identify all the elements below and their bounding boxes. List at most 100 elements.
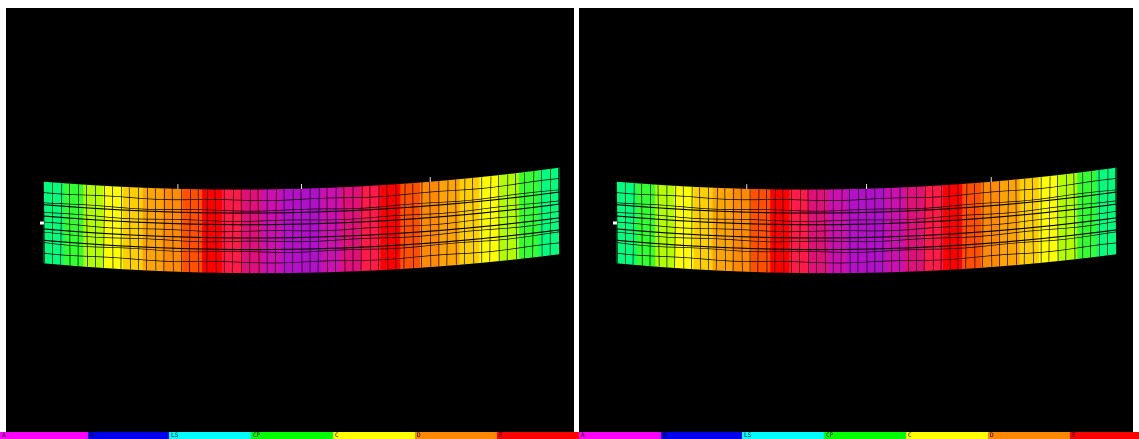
mesh-line-vertical: [740, 188, 743, 272]
mesh-line-vertical: [429, 181, 432, 267]
mesh-line-vertical: [632, 183, 635, 265]
support-marker-icon: [40, 221, 44, 225]
mesh-line-vertical: [335, 187, 337, 272]
legend-segment-cp: CP: [824, 432, 906, 439]
mesh-line-vertical: [1006, 180, 1009, 266]
mesh-line-horizontal: [616, 242, 1117, 264]
legend-segment-cp: CP: [251, 432, 333, 439]
mesh-line-horizontal: [616, 231, 1117, 253]
mesh-line-vertical: [60, 183, 63, 265]
mesh-line-horizontal: [616, 189, 1117, 212]
legend-segment-a: A: [579, 432, 661, 439]
legend-segment-d: D: [988, 432, 1070, 439]
support-marker-icon: [613, 221, 617, 225]
mesh-line-horizontal: [43, 200, 560, 222]
mesh-line-vertical: [472, 178, 475, 264]
figure-caption: [0, 0, 1139, 8]
mesh-line-horizontal: [616, 200, 1117, 222]
mesh-line-vertical: [532, 171, 535, 258]
legend-segment-ls: LS: [169, 432, 251, 439]
mesh-line-vertical: [171, 188, 174, 272]
model-viewport-left[interactable]: [6, 8, 574, 432]
mesh-line-vertical: [724, 188, 726, 271]
mesh-line-vertical: [1057, 175, 1059, 261]
deformed-beam-mesh-right: [613, 167, 1117, 274]
mesh-line-vertical: [489, 176, 492, 262]
rebar-line: [616, 203, 1117, 226]
mesh-line-vertical: [206, 189, 208, 273]
mesh-line-vertical: [890, 188, 893, 272]
rebar-line: [616, 229, 1117, 251]
mesh-line-vertical: [257, 189, 260, 273]
mesh-line-vertical: [674, 186, 677, 268]
mesh-line-vertical: [899, 187, 901, 272]
mesh-line-vertical: [732, 188, 735, 271]
rebar-line: [43, 191, 560, 214]
legend-segment-e: E: [497, 432, 579, 439]
mesh-line-vertical: [549, 169, 552, 256]
mesh-line-vertical: [1115, 167, 1117, 255]
mesh-line-vertical: [799, 189, 801, 273]
mesh-line-vertical: [163, 188, 165, 271]
mesh-line-vertical: [1048, 176, 1051, 262]
mesh-line-vertical: [103, 186, 106, 268]
mesh-line-vertical: [154, 188, 157, 271]
legend-segment-c: C: [333, 432, 415, 439]
mesh-line-horizontal: [616, 210, 1117, 233]
mesh-line-vertical: [840, 189, 843, 273]
mesh-line-vertical: [940, 185, 942, 270]
mesh-line-vertical: [1090, 171, 1092, 258]
rebar-line: [43, 229, 560, 251]
legend-segment-e: E: [1070, 432, 1139, 439]
rebar-line: [43, 217, 560, 239]
legend-segment-a: A: [0, 432, 88, 439]
mesh-line-vertical: [214, 189, 217, 273]
mesh-line-vertical: [823, 189, 826, 273]
mesh-line-horizontal: [43, 242, 560, 264]
mesh-line-vertical: [882, 188, 885, 273]
mesh-line-vertical: [386, 185, 389, 270]
rebar-line: [616, 217, 1117, 239]
mesh-line-vertical: [274, 189, 277, 273]
mesh-line-vertical: [326, 188, 328, 272]
mesh-line-vertical: [691, 187, 693, 269]
mesh-line-vertical: [849, 189, 851, 273]
mesh-line-vertical: [641, 183, 643, 266]
mesh-line-vertical: [558, 167, 560, 255]
mesh-line-horizontal: [43, 178, 560, 202]
model-viewport-right[interactable]: [579, 8, 1133, 432]
mesh-line-vertical: [682, 186, 685, 269]
mesh-line-horizontal: [43, 210, 560, 233]
mesh-line-vertical: [446, 180, 449, 266]
mesh-line-vertical: [932, 186, 934, 271]
mesh-line-vertical: [120, 187, 122, 269]
legend-segment-b: B: [88, 432, 169, 439]
rebar-line: [616, 191, 1117, 214]
legend-segment-ls: LS: [742, 432, 824, 439]
stress-band: [439, 179, 461, 267]
mesh-line-vertical: [982, 182, 984, 268]
mesh-line-vertical: [369, 186, 371, 271]
mesh-line-vertical: [69, 183, 71, 266]
mesh-line-horizontal: [616, 178, 1117, 202]
mesh-line-vertical: [541, 170, 543, 257]
legend-segment-d: D: [415, 432, 497, 439]
stress-band: [827, 189, 848, 274]
mesh-line-vertical: [498, 175, 500, 261]
stress-band: [1000, 179, 1021, 267]
deformed-beam-mesh-left: [40, 167, 560, 274]
mesh-line-vertical: [231, 189, 234, 273]
rebar-line: [43, 203, 560, 226]
legend-segment-c: C: [906, 432, 988, 439]
mesh-line-vertical: [1098, 170, 1101, 257]
mesh-line-vertical: [774, 189, 776, 273]
mesh-line-vertical: [948, 185, 951, 270]
legend-segment-b: B: [661, 432, 742, 439]
mesh-line-vertical: [421, 182, 423, 268]
mesh-line-horizontal: [43, 231, 560, 253]
mesh-line-vertical: [317, 188, 320, 273]
stress-band: [261, 189, 282, 274]
mesh-line-horizontal: [43, 189, 560, 212]
mesh-line-vertical: [378, 185, 380, 270]
mesh-line-vertical: [283, 189, 285, 273]
